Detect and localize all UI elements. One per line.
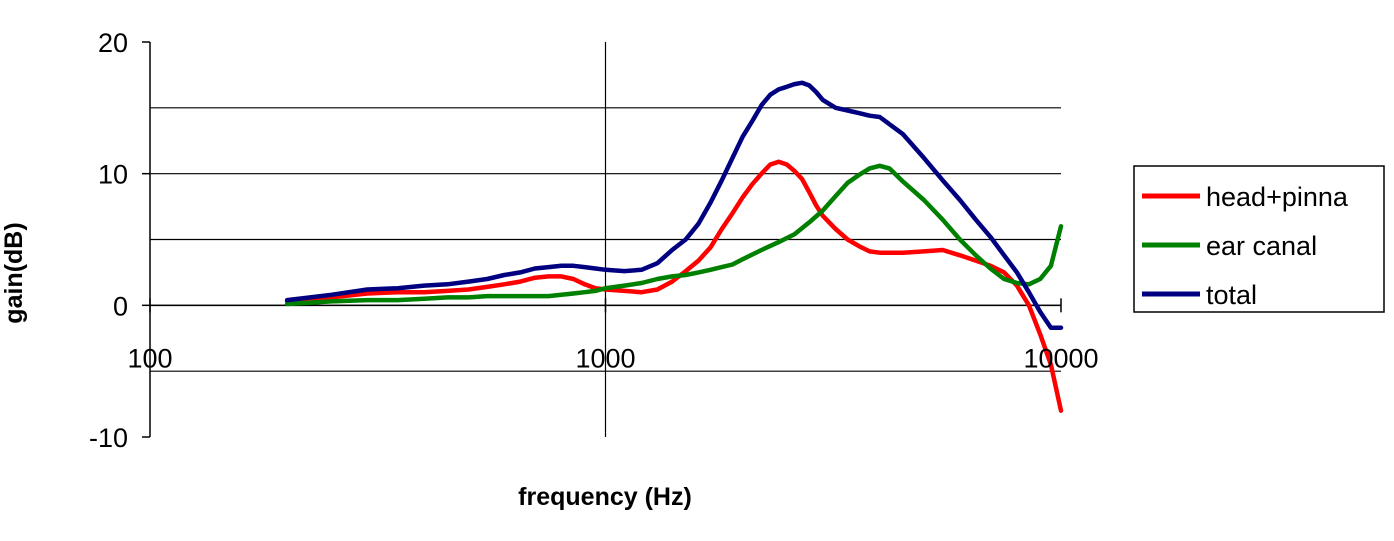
y-tick-label: 20 bbox=[98, 28, 128, 58]
series-line-total bbox=[284, 80, 1064, 330]
x-axis-title: frequency (Hz) bbox=[518, 483, 692, 511]
legend-box bbox=[1133, 165, 1385, 313]
y-tick-label: -10 bbox=[89, 423, 128, 453]
legend-label: total bbox=[1206, 280, 1257, 310]
series-lines bbox=[284, 80, 1064, 413]
legend-label: ear canal bbox=[1206, 231, 1317, 261]
legend-label: head+pinna bbox=[1206, 182, 1349, 212]
x-tick-label: 1000 bbox=[575, 343, 635, 373]
x-tick-label: 100 bbox=[127, 343, 172, 373]
series-line-head-pinna bbox=[284, 159, 1064, 413]
y-axis-title: gain(dB) bbox=[0, 222, 28, 323]
series-line-ear-canal bbox=[284, 163, 1064, 307]
legend: head+pinna ear canal total bbox=[1133, 165, 1385, 313]
y-tick-label: 10 bbox=[98, 160, 128, 190]
gridlines bbox=[150, 42, 1061, 437]
y-tick-label: 0 bbox=[113, 291, 128, 321]
x-tick-label: 10000 bbox=[1023, 343, 1098, 373]
